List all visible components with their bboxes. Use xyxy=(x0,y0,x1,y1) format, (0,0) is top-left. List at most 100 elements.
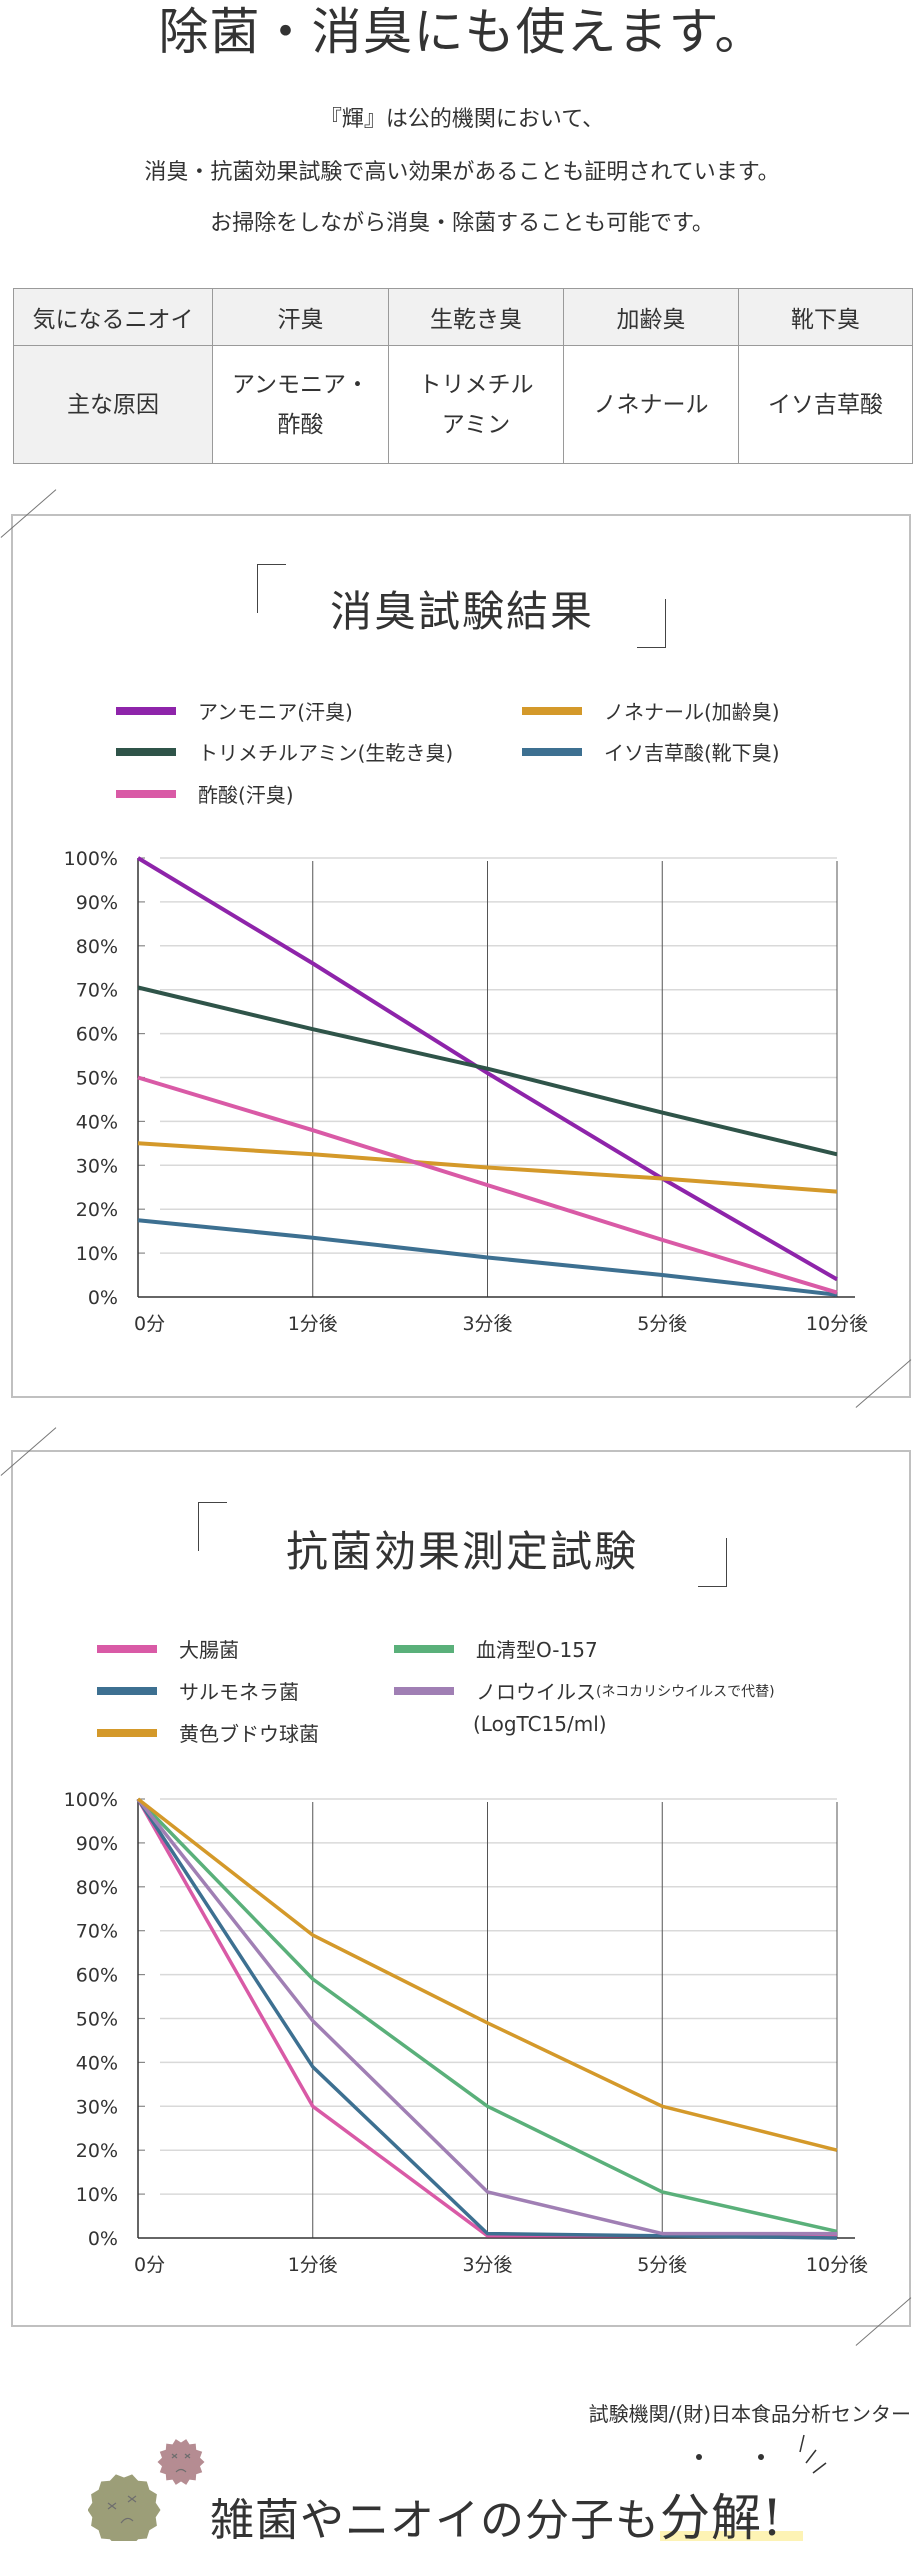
emphasis-highlight xyxy=(660,2531,803,2541)
legend-label: アンモニア(汗臭) xyxy=(198,700,353,724)
table-row-header: 主な原因 xyxy=(13,345,213,464)
table-cell: ノネナール xyxy=(563,345,739,464)
title-bracket-open xyxy=(198,1502,227,1551)
y-tick-label: 0% xyxy=(88,1287,118,1309)
legend-swatch xyxy=(116,747,176,756)
intro-line-1: 『輝』は公的機関において、 xyxy=(319,107,605,132)
odor-cause-table: 気になるニオイ 汗臭 生乾き臭 加齢臭 靴下臭 主な原因 アンモニア・ 酢酸 トリ… xyxy=(13,288,913,464)
legend-item: 大腸菌 xyxy=(97,1634,239,1663)
table-header-cell: 生乾き臭 xyxy=(388,288,564,346)
y-tick-label: 90% xyxy=(76,892,118,914)
legend-label: 黄色ブドウ球菌 xyxy=(179,1722,319,1746)
deodorant-test-panel xyxy=(11,514,911,1398)
legend-item: 血清型O-157 xyxy=(394,1634,598,1663)
series-line xyxy=(137,985,838,1157)
table-header-cell: 気になるニオイ xyxy=(13,288,213,346)
y-tick-label: 50% xyxy=(76,1068,118,1090)
x-tick-label: 1分後 xyxy=(288,2254,338,2276)
cell-line: ノネナール xyxy=(593,391,709,418)
legend-swatch xyxy=(116,706,176,715)
sparkle-decoration-icon xyxy=(696,2434,827,2474)
x-tick-label: 10分後 xyxy=(806,2254,868,2276)
legend-label: トリメチルアミン(生乾き臭) xyxy=(198,741,454,765)
x-tick-label: 3分後 xyxy=(462,2254,512,2276)
legend-label-note: (ネコカリシウイルスで代替) xyxy=(596,1683,775,1700)
title-bracket-close xyxy=(637,599,666,648)
chart-title: 抗菌効果測定試験 xyxy=(285,1527,638,1576)
cell-line: アンモニア・ xyxy=(231,371,370,398)
series-line xyxy=(137,1218,838,1297)
y-tick-label: 40% xyxy=(76,1111,118,1133)
y-tick-label: 70% xyxy=(76,980,118,1002)
legend-item: ノネナール(加齢臭) xyxy=(522,696,780,725)
legend-swatch xyxy=(522,747,582,756)
intro-line-3: お掃除をしながら消臭・除菌することも可能です。 xyxy=(210,211,714,236)
y-tick-label: 50% xyxy=(76,2009,118,2031)
legend-label: ノネナール(加齢臭) xyxy=(604,700,780,724)
y-tick-label: 0% xyxy=(88,2228,118,2250)
legend-swatch xyxy=(522,706,582,715)
legend-label: サルモネラ菌 xyxy=(179,1680,299,1704)
series-line xyxy=(137,1141,838,1194)
series-line xyxy=(136,1797,837,2236)
title-bracket-close xyxy=(698,1538,727,1587)
y-tick-label: 30% xyxy=(76,1155,118,1177)
legend-swatch xyxy=(97,1686,157,1695)
series-line xyxy=(136,1798,838,2240)
legend-item: 酢酸(汗臭) xyxy=(116,779,294,808)
table-cell: トリメチル アミン xyxy=(388,345,564,464)
legend-swatch xyxy=(116,789,176,798)
table-cell: イソ吉草酸 xyxy=(738,345,913,464)
legend-swatch xyxy=(97,1728,157,1737)
table-header-cell: 靴下臭 xyxy=(738,288,913,346)
legend-label: 大腸菌 xyxy=(179,1638,239,1662)
cell-line: イソ吉草酸 xyxy=(768,391,883,418)
x-tick-label: 5分後 xyxy=(637,2254,687,2276)
x-tick-label: 0分 xyxy=(134,2254,165,2276)
table-header-cell: 汗臭 xyxy=(212,288,389,346)
y-tick-label: 10% xyxy=(76,2184,118,2206)
y-tick-label: 60% xyxy=(76,1965,118,1987)
legend-item: サルモネラ菌 xyxy=(97,1676,299,1705)
table-row: 主な原因 アンモニア・ 酢酸 トリメチルアミン ノネナール イソ吉草酸 xyxy=(13,345,913,464)
y-tick-label: 40% xyxy=(76,2052,118,2074)
legend-item: 黄色ブドウ球菌 xyxy=(97,1718,319,1747)
cell-line: 酢酸 xyxy=(277,411,324,438)
table-header-row: 気になるニオイ 汗臭 生乾き臭 加齢臭 靴下臭 xyxy=(13,288,913,346)
germ-illustration-icon xyxy=(88,2439,205,2541)
legend-item: イソ吉草酸(靴下臭) xyxy=(522,737,780,766)
title-bracket-open xyxy=(257,564,286,613)
page-headline: 除菌・消臭にも使えます。 xyxy=(158,3,766,61)
legend-swatch xyxy=(97,1644,157,1653)
legend-swatch xyxy=(394,1686,454,1695)
y-tick-label: 80% xyxy=(76,936,118,958)
series-line xyxy=(136,1797,838,2234)
y-tick-label: 60% xyxy=(76,1024,118,1046)
y-tick-label: 20% xyxy=(76,2140,118,2162)
legend-item: ノロウイルス (ネコカリシウイルスで代替) xyxy=(394,1676,775,1705)
cell-line: アミン xyxy=(441,411,511,438)
y-tick-label: 20% xyxy=(76,1199,118,1221)
chart-title: 消臭試験結果 xyxy=(329,587,594,636)
y-tick-label: 30% xyxy=(76,2096,118,2118)
series-line xyxy=(137,1075,838,1295)
series-line xyxy=(136,856,839,1282)
tagline-main: 雑菌やニオイの分子も xyxy=(210,2495,660,2546)
intro-line-2: 消臭・抗菌効果試験で高い効果があることも証明されています。 xyxy=(144,160,780,185)
test-institution-credit: 試験機関/(財)日本食品分析センター xyxy=(588,2402,911,2426)
antibacterial-test-panel xyxy=(11,1450,911,2327)
y-tick-label: 90% xyxy=(76,1833,118,1855)
tagline: 雑菌やニオイの分子も分解! xyxy=(210,2478,783,2550)
legend-swatch xyxy=(394,1644,454,1653)
legend-label: 血清型O-157 xyxy=(476,1638,598,1662)
legend-item: アンモニア(汗臭) xyxy=(116,696,353,725)
y-tick-label: 70% xyxy=(76,1921,118,1943)
y-tick-label: 100% xyxy=(64,1789,118,1811)
legend-label: ノロウイルス xyxy=(476,1680,596,1704)
x-tick-label: 10分後 xyxy=(806,1313,868,1335)
y-tick-label: 10% xyxy=(76,1243,118,1265)
legend-label: イソ吉草酸(靴下臭) xyxy=(604,741,780,765)
cell-line: トリメチル xyxy=(418,371,534,398)
tagline-emphasis: 分解! xyxy=(660,2489,784,2547)
